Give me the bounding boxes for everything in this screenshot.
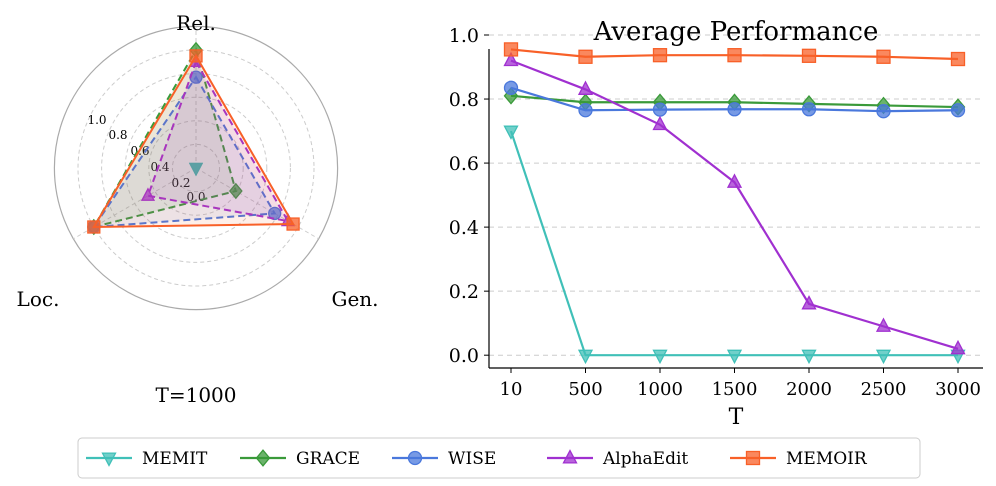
data-point-memoir [578,49,593,64]
data-point-alphaedit [875,317,892,332]
data-point-wise [652,102,668,117]
x-tick-label: 500 [568,379,602,400]
data-point-alphaedit [950,339,966,355]
data-point-memit [503,125,519,140]
data-point-alphaedit [503,51,519,67]
radar-spoke [195,167,319,240]
data-point-alphaedit [726,173,743,188]
x-axis-label: T [729,405,744,430]
radar-grid-ring [171,143,221,193]
radar-r-tick: 1.0 [87,113,106,127]
data-point-memoir [503,42,519,57]
data-point-memoir [950,51,966,67]
data-point-memit [801,349,817,365]
data-point-memoir [652,48,668,63]
data-point-memit [875,349,892,365]
legend-label-grace: GRACE [296,449,360,469]
radar-grid-ring [124,96,268,240]
data-point-wise [950,103,966,118]
y-tick-label: 0.4 [449,217,479,239]
legend-marker-alphaedit [562,449,578,464]
radar-axis-label: Loc. [17,287,60,311]
radar-series-grace [91,47,238,229]
x-tick-label: 2500 [861,379,907,400]
data-point-memoir [876,49,891,64]
legend-label-alphaedit: AlphaEdit [602,449,688,469]
radar-point-alphaedit [140,187,156,201]
legend-label-wise: WISE [448,449,496,469]
data-point-wise [801,102,817,117]
radar-series-wise [91,75,277,229]
radar-grid-ring [148,120,244,216]
legend-marker-wise [407,450,423,466]
data-point-memoir [727,48,742,63]
y-tick-label: 0.8 [449,89,479,111]
radar-series-alphaedit [146,59,290,223]
data-point-wise [876,104,891,119]
y-tick-label: 1.0 [449,25,479,47]
chart-title: Average Performance [593,17,879,47]
radar-axis-label: Gen. [331,287,378,311]
radar-axis-label: Rel. [176,11,216,35]
data-point-wise [578,103,593,118]
data-point-memit [577,349,594,365]
y-tick-label: 0.2 [449,281,479,303]
data-point-memoir [801,48,817,63]
radar-point-memit [188,162,204,177]
radar-series-memoir [92,53,295,229]
legend-label-memoir: MEMOIR [786,449,868,469]
x-tick-label: 2000 [786,379,832,400]
legend-marker-memit [101,452,117,467]
legend-box [77,437,921,479]
radar-spoke [73,167,197,240]
data-point-alphaedit [801,295,817,310]
legend-marker-grace [255,449,271,467]
data-point-memit [652,349,668,365]
x-tick-label: 1500 [712,379,758,400]
x-tick-label: 10 [500,379,523,400]
data-point-memit [726,349,743,365]
radar-point-wise [268,206,282,221]
legend-label-memit: MEMIT [142,449,208,469]
y-tick-label: 0.6 [449,153,479,175]
radar-point-memoir [87,220,101,234]
data-point-alphaedit [652,115,668,131]
radar-point-memoir [286,217,300,231]
y-tick-label: 0.0 [449,345,479,367]
data-point-wise [503,80,519,95]
legend: MEMIT GRACE WISE AlphaEdit MEMOIR [77,437,921,479]
radar-point-memoir [189,49,203,63]
radar-point-grace [229,182,243,200]
legend-marker-memoir [745,450,761,466]
line-chart: 0.0 0.2 0.4 0.6 0.8 1.0 10 500 1000 1500 2000 2500 3… [449,17,983,430]
radar-r-tick: 0.4 [150,160,169,174]
x-tick-label: 3000 [935,379,981,400]
radar-r-tick: 0.8 [108,128,127,142]
series-line-memit [509,130,958,357]
x-tick-label: 1000 [637,379,683,400]
radar-caption: T=1000 [156,383,237,407]
data-point-wise [727,102,742,117]
data-point-alphaedit [577,80,594,95]
radar-r-tick: 0.2 [171,176,190,190]
